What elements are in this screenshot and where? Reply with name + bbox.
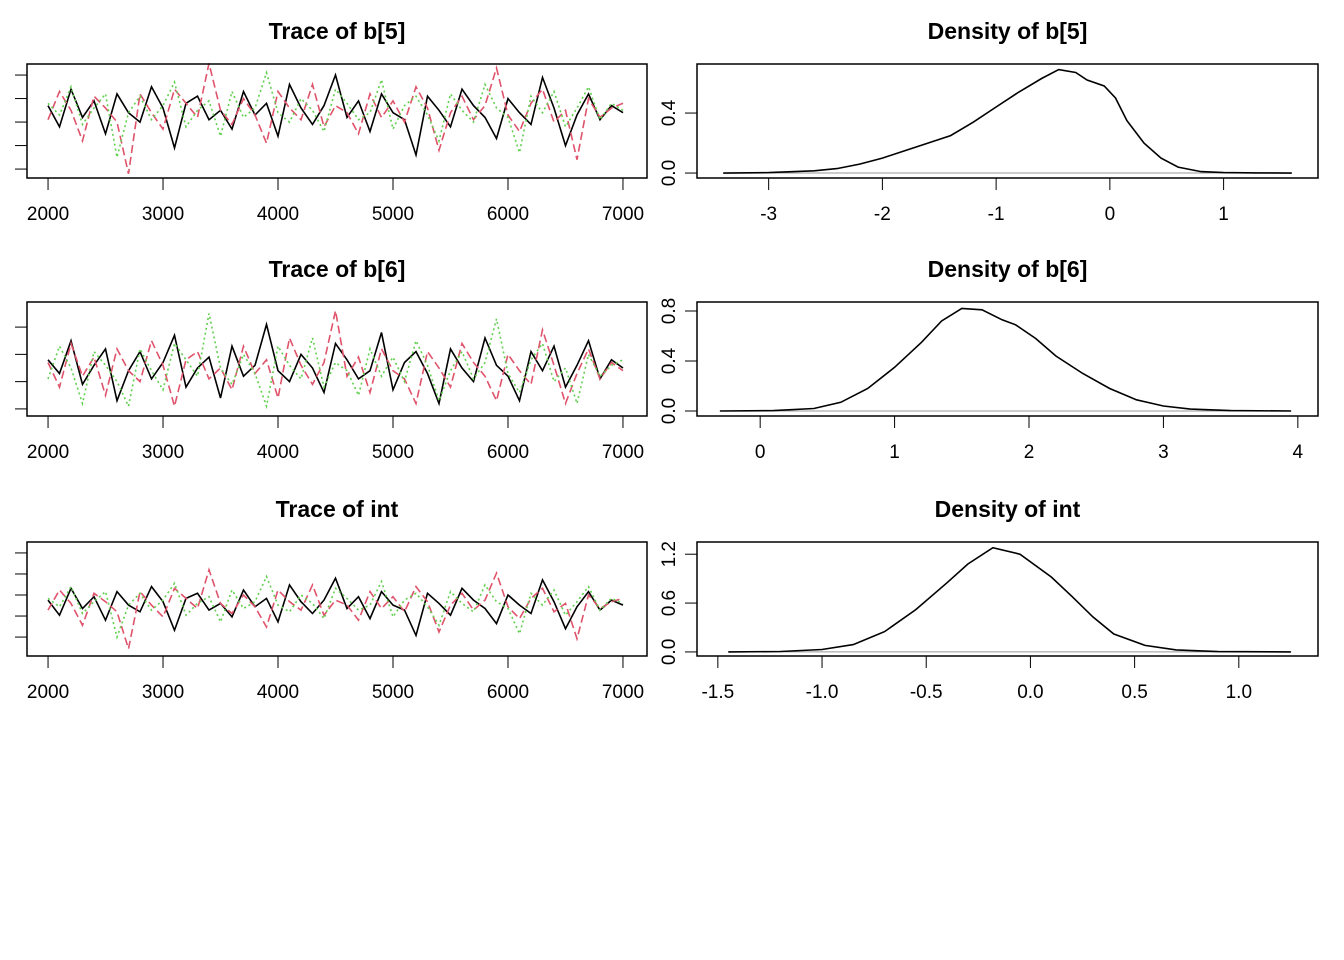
y-tick-label: 0.4 <box>659 99 680 126</box>
trace-line <box>47 574 624 640</box>
plot-frame <box>26 301 648 417</box>
density-line <box>723 68 1292 174</box>
chart-title: Density of int <box>935 496 1081 522</box>
chart-title: Density of b[6] <box>928 256 1088 282</box>
x-tick-label: 2000 <box>27 442 69 463</box>
y-tick-label: 1.2 <box>659 541 680 567</box>
x-tick-label: 2000 <box>27 204 69 225</box>
trace-line <box>47 567 624 650</box>
density-line <box>728 546 1291 653</box>
trace-line <box>47 313 624 410</box>
x-tick-label: 6000 <box>487 204 529 225</box>
x-tick-label: 3000 <box>142 442 184 463</box>
x-tick-label: 1 <box>1218 204 1229 225</box>
trace-line <box>47 72 624 159</box>
x-tick-label: 4000 <box>257 204 299 225</box>
x-tick-label: 6000 <box>487 442 529 463</box>
x-tick-label: -1.0 <box>806 682 839 703</box>
x-tick-label: 4000 <box>257 682 299 703</box>
trace-line <box>47 63 624 174</box>
plot-frame <box>696 63 1319 179</box>
x-tick-label: 0.0 <box>1017 682 1043 703</box>
y-tick-label: 0.6 <box>659 590 680 616</box>
x-tick-label: -3 <box>760 204 777 225</box>
x-tick-label: 1 <box>889 442 900 463</box>
plot-frame <box>696 541 1319 657</box>
x-tick-label: 7000 <box>602 442 644 463</box>
plot-frame <box>26 541 648 657</box>
x-tick-label: 3 <box>1158 442 1169 463</box>
x-tick-label: 7000 <box>602 204 644 225</box>
x-tick-label: 3000 <box>142 204 184 225</box>
y-tick-label: 0.0 <box>659 639 680 665</box>
x-tick-label: 0 <box>755 442 766 463</box>
trace-line <box>47 321 624 407</box>
chart-title: Trace of b[6] <box>269 256 406 282</box>
chart-title: Trace of int <box>276 496 399 522</box>
x-tick-label: 7000 <box>602 682 644 703</box>
trace-line <box>47 310 624 410</box>
chart-title: Density of b[5] <box>928 18 1088 44</box>
x-tick-label: 4 <box>1293 442 1304 463</box>
x-tick-label: 2 <box>1024 442 1035 463</box>
plot-frame <box>696 301 1319 417</box>
x-tick-label: 3000 <box>142 682 184 703</box>
x-tick-label: -0.5 <box>910 682 943 703</box>
x-tick-label: -2 <box>874 204 891 225</box>
x-tick-label: 2000 <box>27 682 69 703</box>
x-tick-label: -1.5 <box>701 682 734 703</box>
x-tick-label: 6000 <box>487 682 529 703</box>
x-tick-label: 4000 <box>257 442 299 463</box>
y-tick-label: 0.0 <box>659 398 680 424</box>
trace-line <box>47 69 624 158</box>
trace-line <box>47 576 624 638</box>
x-tick-label: 1.0 <box>1226 682 1252 703</box>
chart-title: Trace of b[5] <box>269 18 406 44</box>
x-tick-label: 0 <box>1105 204 1116 225</box>
y-tick-label: 0.0 <box>659 160 680 186</box>
x-tick-label: 0.5 <box>1121 682 1147 703</box>
y-tick-label: 0.4 <box>659 347 680 374</box>
x-tick-label: 5000 <box>372 682 414 703</box>
density-line <box>719 307 1292 412</box>
y-tick-label: 0.8 <box>659 298 680 324</box>
x-tick-label: 5000 <box>372 204 414 225</box>
x-tick-label: 5000 <box>372 442 414 463</box>
plot-frame <box>26 63 648 179</box>
x-tick-label: -1 <box>988 204 1005 225</box>
